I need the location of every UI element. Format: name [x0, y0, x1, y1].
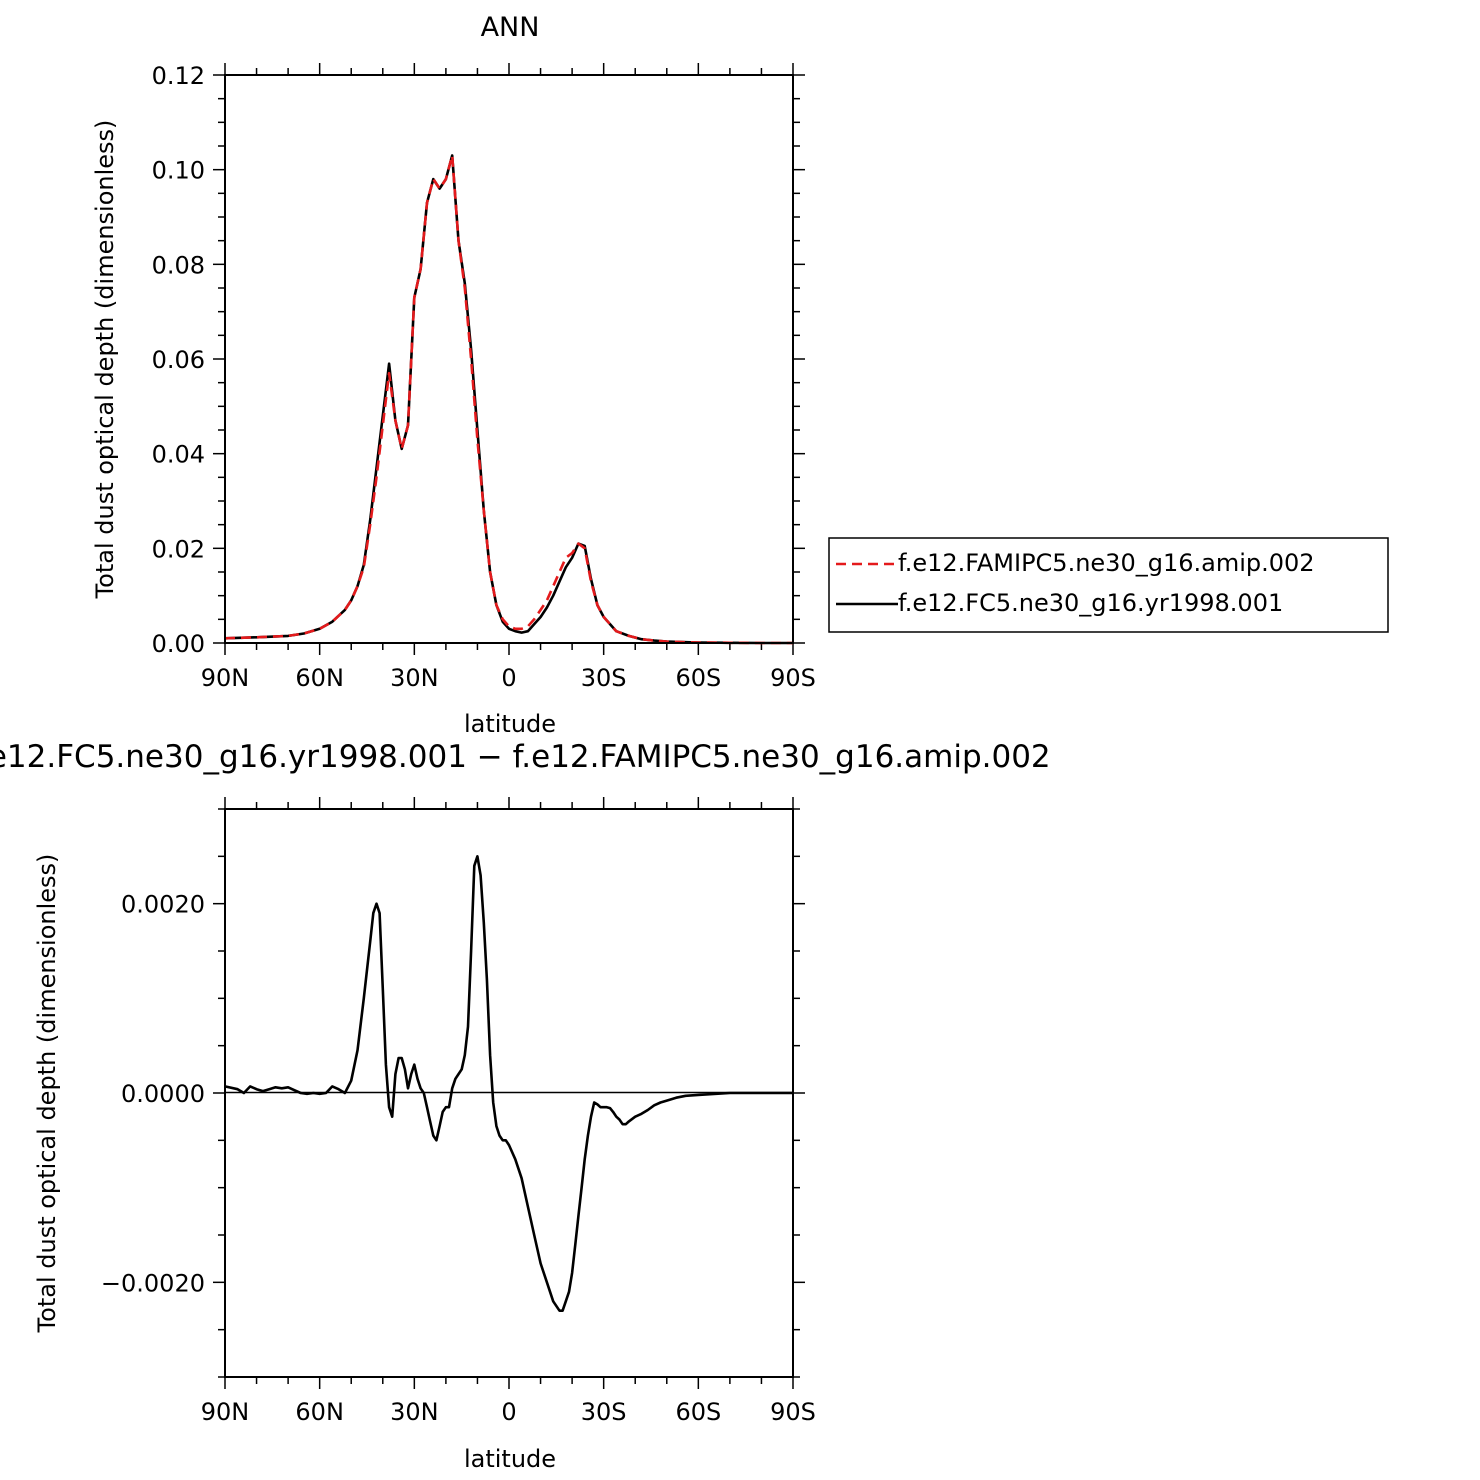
bottom-panel: f.e12.FC5.ne30_g16.yr1998.001 − f.e12.FA…: [0, 739, 1051, 1473]
top-ticks: [213, 63, 805, 655]
bottom-ticks: [213, 797, 805, 1389]
top-x-tick-label: 90N: [201, 664, 250, 692]
top-x-tick-label: 90S: [770, 664, 816, 692]
bottom-x-tick-label: 60S: [675, 1398, 721, 1426]
bottom-x-axis-label: latitude: [464, 1445, 556, 1473]
bottom-x-tick-label: 90S: [770, 1398, 816, 1426]
top-y-axis-label: Total dust optical depth (dimensionless): [91, 120, 119, 600]
top-plot-frame: [224, 74, 794, 644]
top-series-line-1: [224, 154, 793, 645]
top-panel: ANN 90N 60N 30N 0 30S 60S 90S 0.00 0.02 0.04 0.06 0…: [91, 12, 816, 738]
legend: f.e12.FAMIPC5.ne30_g16.amip.002 f.e12.FC…: [828, 537, 1389, 633]
legend-box: [828, 537, 1389, 633]
top-x-axis-label: latitude: [464, 710, 556, 738]
bottom-series-line-0: [224, 855, 793, 1312]
top-x-tick-label: 60S: [675, 664, 721, 692]
bottom-series-group: [224, 855, 793, 1312]
bottom-x-tick-label: 30N: [390, 1398, 439, 1426]
bottom-y-axis-label: Total dust optical depth (dimensionless): [33, 854, 61, 1334]
top-x-tick-label: 60N: [295, 664, 344, 692]
bottom-tick-labels: 90N 60N 30N 0 30S 60S 90S −0.0020 0.0000 0.0020: [101, 891, 816, 1426]
bottom-y-tick-label: 0.0000: [121, 1080, 205, 1108]
legend-label-amip: f.e12.FAMIPC5.ne30_g16.amip.002: [898, 549, 1315, 577]
top-y-tick-label: 0.04: [152, 441, 205, 469]
top-tick-labels: 90N 60N 30N 0 30S 60S 90S 0.00 0.02 0.04 0.06 0.08 0…: [152, 62, 816, 692]
top-x-tick-label: 30N: [390, 664, 439, 692]
top-x-tick-label: 30S: [581, 664, 627, 692]
bottom-title: f.e12.FC5.ne30_g16.yr1998.001 − f.e12.FA…: [0, 739, 1051, 775]
top-y-tick-label: 0.00: [152, 630, 205, 658]
bottom-x-tick-label: 0: [501, 1398, 516, 1426]
legend-label-yr1998: f.e12.FC5.ne30_g16.yr1998.001: [898, 589, 1283, 617]
bottom-x-tick-label: 90N: [201, 1398, 250, 1426]
top-y-tick-label: 0.06: [152, 346, 205, 374]
bottom-y-tick-label: −0.0020: [101, 1269, 205, 1297]
top-y-tick-label: 0.12: [152, 62, 205, 90]
top-series-line-0: [224, 154, 793, 645]
top-y-tick-label: 0.08: [152, 251, 205, 279]
bottom-y-tick-label: 0.0020: [121, 891, 205, 919]
top-title: ANN: [481, 12, 540, 43]
top-y-tick-label: 0.02: [152, 535, 205, 563]
top-x-tick-label: 0: [501, 664, 516, 692]
top-y-tick-label: 0.10: [152, 157, 205, 185]
bottom-x-tick-label: 60N: [295, 1398, 344, 1426]
top-series-group: [224, 154, 793, 645]
bottom-x-tick-label: 30S: [581, 1398, 627, 1426]
bottom-plot-frame: [224, 808, 794, 1378]
